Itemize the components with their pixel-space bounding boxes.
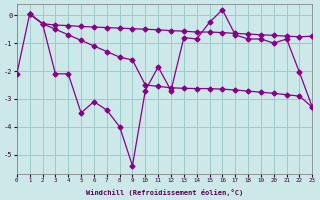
X-axis label: Windchill (Refroidissement éolien,°C): Windchill (Refroidissement éolien,°C): [86, 189, 243, 196]
